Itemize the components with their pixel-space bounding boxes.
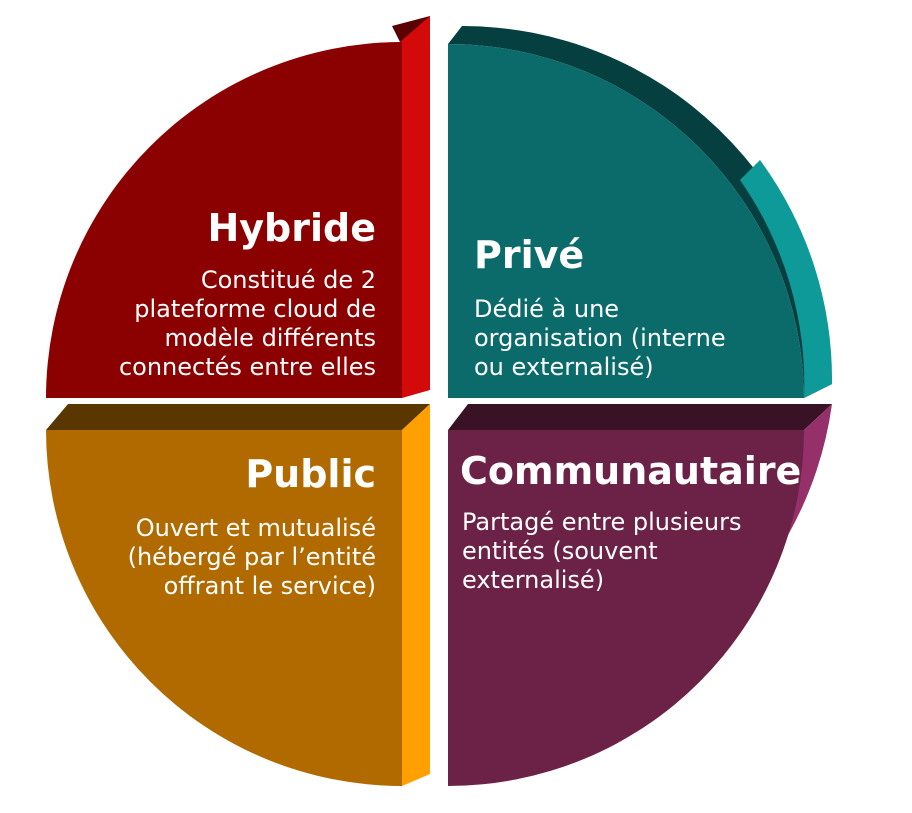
quadrant-public-desc-line-2: (hébergé par l’entité — [128, 543, 376, 571]
quadrant-hybride-desc-line-4: connectés entre elles — [119, 353, 376, 381]
quadrant-hybride: Hybride Constitué de 2 plateforme cloud … — [46, 16, 430, 398]
quadrant-public-top-face — [46, 404, 430, 430]
quadrant-public: Public Ouvert et mutualisé (hébergé par … — [46, 404, 430, 786]
quadrant-public-title: Public — [245, 452, 376, 496]
quadrant-hybride-side-face — [400, 16, 430, 398]
quadrant-prive-title: Privé — [474, 233, 584, 277]
quadrant-public-face — [46, 430, 402, 786]
quadrant-hybride-desc-line-2: plateforme cloud de — [134, 295, 376, 323]
quadrant-public-side-face — [402, 404, 430, 786]
quadrant-prive-desc-line-2: organisation (interne — [474, 324, 726, 352]
quadrant-prive-desc-line-1: Dédié à une — [474, 295, 619, 323]
quadrant-hybride-desc-line-3: modèle différents — [164, 324, 376, 352]
quadrant-public-desc-line-3: offrant le service) — [164, 572, 376, 600]
quadrant-hybride-top-face — [392, 16, 430, 42]
quadrant-prive: Privé Dédié à une organisation (interne … — [448, 25, 833, 399]
quadrant-hybride-title: Hybride — [207, 206, 376, 250]
quadrant-communautaire-side-face — [690, 404, 832, 640]
quadrant-hybride-face — [46, 42, 402, 398]
quadrant-prive-desc-line-3: ou externalisé) — [474, 353, 654, 381]
quadrant-communautaire-desc-line-3: externalisé) — [462, 566, 604, 594]
quadrant-communautaire-top-face — [448, 404, 832, 430]
quadrant-communautaire-face — [448, 430, 804, 786]
quadrant-communautaire-desc-line-1: Partagé entre plusieurs — [462, 508, 741, 536]
quadrant-communautaire-desc-line-2: entités (souvent — [462, 537, 658, 565]
quadrant-communautaire-title: Communautaire — [460, 449, 801, 493]
quadrant-prive-top-face — [448, 25, 832, 399]
quadrant-prive-face — [448, 44, 804, 398]
quadrant-prive-side-face — [740, 160, 833, 398]
quadrant-hybride-desc-line-1: Constitué de 2 — [201, 266, 376, 294]
quadrant-public-desc-line-1: Ouvert et mutualisé — [136, 514, 376, 542]
quadrant-communautaire: Communautaire Partagé entre plusieurs en… — [448, 404, 832, 786]
